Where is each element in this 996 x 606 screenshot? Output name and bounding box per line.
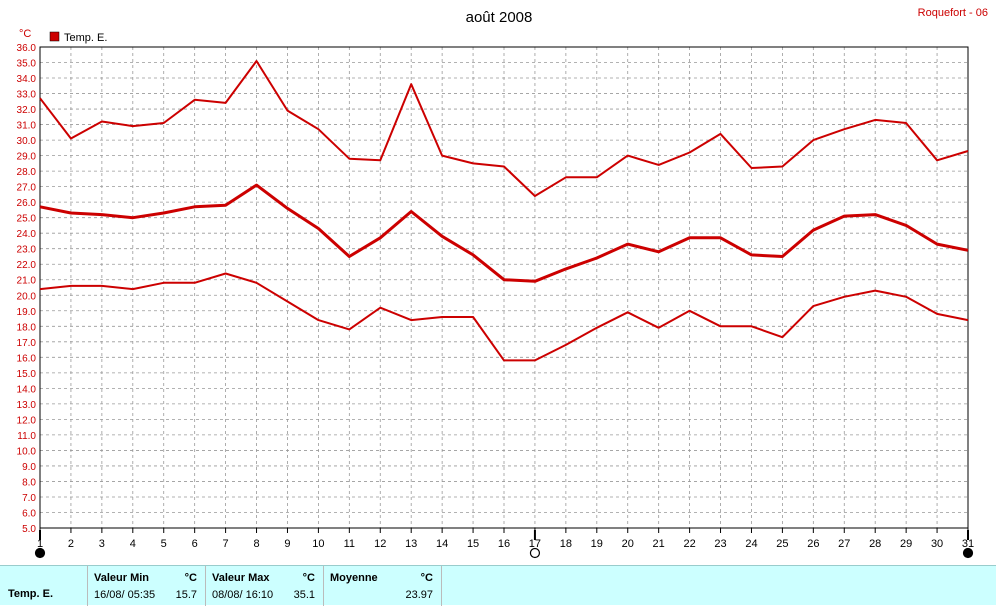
y-tick-label: 21.0	[17, 276, 37, 287]
x-tick-label: 5	[161, 538, 167, 550]
stats-avg-cell: Moyenne °C 23.97	[324, 566, 442, 606]
x-tick-label: 14	[436, 538, 448, 550]
x-tick-label: 8	[253, 538, 259, 550]
stats-max-value: 35.1	[293, 589, 315, 601]
y-tick-label: 30.0	[17, 136, 37, 147]
x-tick-label: 21	[653, 538, 665, 550]
stats-max-date: 08/08/ 16:10	[212, 589, 274, 601]
x-tick-label: 25	[776, 538, 788, 550]
y-tick-label: 35.0	[17, 59, 37, 70]
x-tick-label: 3	[99, 538, 105, 550]
stats-max-header: Valeur Max	[212, 572, 270, 584]
x-tick-label: 10	[312, 538, 324, 550]
new-moon-icon	[34, 547, 46, 559]
series-group	[39, 60, 969, 362]
stats-bar: Temp. E. Valeur Min °C 16/08/ 05:35 15.7…	[0, 565, 996, 606]
y-tick-label: 17.0	[17, 338, 37, 349]
y-tick-label: 23.0	[17, 245, 37, 256]
x-tick-label: 29	[900, 538, 912, 550]
stats-max-cell: Valeur Max °C 08/08/ 16:10 35.1	[206, 566, 324, 606]
stats-min-cell: Valeur Min °C 16/08/ 05:35 15.7	[88, 566, 206, 606]
moon-markers	[34, 530, 974, 559]
y-tick-label: 7.0	[22, 493, 36, 504]
x-tick-label: 15	[467, 538, 479, 550]
y-tick-label: 31.0	[17, 121, 37, 132]
y-tick-label: 10.0	[17, 446, 37, 457]
y-tick-label: 15.0	[17, 369, 37, 380]
stats-min-header: Valeur Min	[94, 572, 150, 584]
x-tick-label: 27	[838, 538, 850, 550]
x-tick-label: 17	[529, 538, 541, 550]
x-tick-label: 18	[560, 538, 572, 550]
y-tick-label: 36.0	[17, 43, 37, 54]
y-tick-label: 29.0	[17, 152, 37, 163]
y-tick-label: 34.0	[17, 74, 37, 85]
x-tick-label: 23	[714, 538, 726, 550]
y-tick-label: 33.0	[17, 90, 37, 101]
x-tick-label: 12	[374, 538, 386, 550]
y-tick-label: 26.0	[17, 198, 37, 209]
y-tick-label: 25.0	[17, 214, 37, 225]
stats-avg-unit: °C	[420, 572, 433, 584]
x-tick-label: 28	[869, 538, 881, 550]
line-chart: août 2008 Roquefort - 06 °C Temp. E. 5.0…	[17, 7, 988, 559]
y-tick-label: 18.0	[17, 322, 37, 333]
stats-row-label-cell: Temp. E.	[0, 566, 88, 606]
y-tick-label: 8.0	[22, 477, 36, 488]
stats-row-label: Temp. E.	[8, 588, 54, 600]
y-tick-label: 11.0	[17, 431, 36, 442]
y-tick-label: 19.0	[17, 307, 37, 318]
stats-min-date: 16/08/ 05:35	[94, 589, 156, 601]
x-axis: 1 2 3 4 5 6 7 8 9 10 11 12 13 14 15 16 17 18 19 20 21 22 23 24 2…	[37, 528, 974, 550]
new-moon-icon	[962, 547, 974, 559]
stats-min-unit: °C	[184, 572, 197, 584]
y-tick-label: 22.0	[17, 260, 37, 271]
station-name: Roquefort - 06	[918, 7, 988, 19]
x-tick-label: 13	[405, 538, 417, 550]
y-tick-label: 14.0	[17, 384, 37, 395]
x-tick-label: 11	[344, 538, 355, 550]
legend-label: Temp. E.	[64, 32, 107, 44]
x-tick-label: 6	[192, 538, 198, 550]
x-tick-label: 19	[591, 538, 603, 550]
y-tick-label: 20.0	[17, 291, 37, 302]
y-tick-label: 32.0	[17, 105, 37, 116]
stats-avg-value: 23.97	[405, 589, 433, 601]
x-tick-label: 9	[284, 538, 290, 550]
x-tick-label: 7	[223, 538, 229, 550]
y-tick-label: 27.0	[17, 183, 37, 194]
y-axis: 5.0 6.0 7.0 8.0 9.0 10.0 11.0 12.0 13.0 14.0 15.0 1…	[17, 43, 37, 535]
y-axis-unit: °C	[19, 28, 31, 40]
y-tick-label: 9.0	[22, 462, 36, 473]
y-tick-label: 5.0	[22, 524, 36, 535]
stats-max-unit: °C	[302, 572, 315, 584]
x-tick-label: 31	[962, 538, 974, 550]
y-tick-label: 6.0	[22, 508, 36, 519]
x-tick-label: 26	[807, 538, 819, 550]
series-line-min	[39, 272, 969, 362]
y-tick-label: 13.0	[17, 400, 37, 411]
stats-min-value: 15.7	[175, 589, 197, 601]
x-tick-label: 1	[37, 538, 43, 550]
legend-swatch	[49, 31, 60, 42]
y-tick-label: 16.0	[17, 353, 37, 364]
x-tick-label: 16	[498, 538, 510, 550]
x-tick-label: 4	[130, 538, 136, 550]
x-tick-label: 30	[931, 538, 943, 550]
series-line-mean	[39, 183, 969, 283]
chart-title: août 2008	[466, 9, 533, 26]
series-line-max	[39, 60, 969, 197]
stats-avg-header: Moyenne	[330, 572, 378, 584]
grid	[40, 47, 968, 528]
full-moon-icon	[529, 547, 541, 559]
x-tick-label: 24	[745, 538, 757, 550]
x-tick-label: 2	[68, 538, 74, 550]
y-tick-label: 24.0	[17, 229, 37, 240]
y-tick-label: 12.0	[17, 415, 37, 426]
x-tick-label: 20	[622, 538, 634, 550]
y-tick-label: 28.0	[17, 167, 37, 178]
x-tick-label: 22	[683, 538, 695, 550]
